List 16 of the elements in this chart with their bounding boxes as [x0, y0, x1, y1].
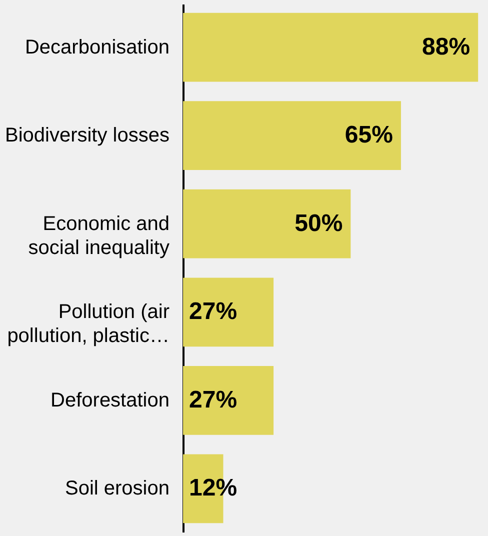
bar	[183, 12, 478, 82]
bar	[183, 189, 351, 258]
data-label: 27%	[189, 298, 238, 326]
y-tick-label: Decarbonisation	[24, 36, 170, 58]
data-label: 27%	[189, 386, 238, 414]
y-tick-label: Deforestation	[50, 389, 170, 412]
y-tick-label: Soil erosion	[64, 478, 170, 500]
bar	[183, 366, 274, 435]
data-label: 88%	[422, 33, 470, 60]
bar	[183, 101, 401, 170]
data-label: 50%	[294, 210, 343, 237]
bar	[183, 278, 274, 347]
y-tick-label: Economic and social inequality	[28, 212, 170, 259]
data-label: 65%	[344, 122, 393, 149]
y-tick-label: Biodiversity losses	[4, 124, 170, 147]
y-tick-label: Pollution (air pollution, plastic…	[7, 301, 170, 348]
